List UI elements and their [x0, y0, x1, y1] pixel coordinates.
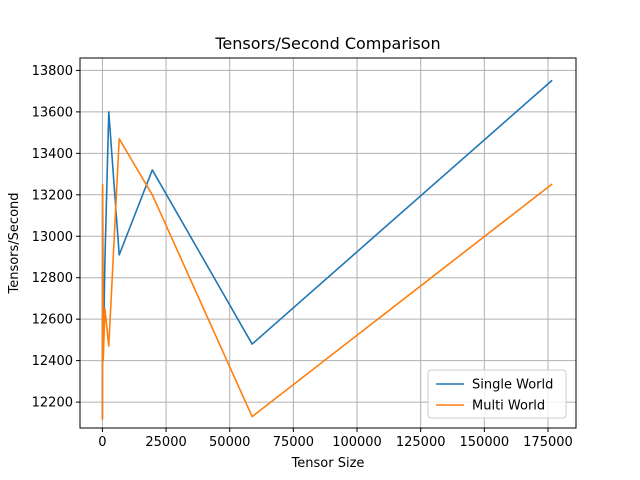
legend: Single World Multi World	[427, 369, 567, 419]
x-tick-label: 150000	[460, 435, 510, 450]
x-axis-label: Tensor Size	[291, 456, 365, 471]
series-lines	[101, 79, 553, 420]
x-tick-label: 50000	[209, 435, 250, 450]
plot-frame	[79, 57, 577, 429]
y-tick-label: 13800	[32, 64, 73, 79]
legend-label: Single World	[472, 378, 553, 393]
grid	[80, 58, 576, 428]
legend-box	[427, 369, 567, 419]
y-axis-label: Tensors/Second	[7, 192, 22, 294]
chart-title: Tensors/Second Comparison	[214, 34, 440, 53]
y-tick-label: 12400	[32, 354, 73, 369]
x-tick-label: 75000	[273, 435, 314, 450]
x-tick-label: 25000	[145, 435, 186, 450]
y-tick-label: 12800	[32, 271, 73, 286]
x-tick-label: 125000	[396, 435, 446, 450]
legend-label: Multi World	[472, 399, 545, 414]
y-tick-label: 13400	[32, 147, 73, 162]
y-tick-label: 13000	[32, 230, 73, 245]
y-tick-label: 12600	[32, 313, 73, 328]
x-tick-label: 100000	[332, 435, 382, 450]
x-tick-label: 175000	[523, 435, 573, 450]
y-tick-label: 13600	[32, 105, 73, 120]
ticks: 0 25000 50000 75000 100000 125000 150000 175000…	[32, 64, 573, 450]
y-tick-label: 13200	[32, 188, 73, 203]
x-tick-label: 0	[98, 435, 106, 450]
y-tick-label: 12200	[32, 396, 73, 411]
series-line-multi-world	[101, 138, 553, 420]
